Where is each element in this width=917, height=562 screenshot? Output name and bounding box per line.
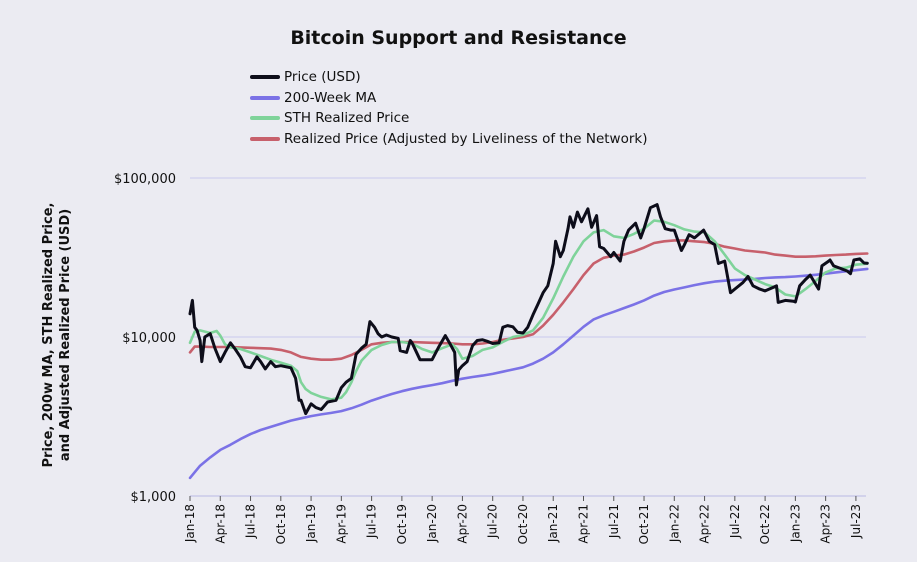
chart-title: Bitcoin Support and Resistance — [290, 27, 627, 49]
y-tick-label: $1,000 — [131, 490, 177, 505]
x-tick-label: Apr-18 — [213, 504, 227, 544]
legend-swatch-sth-realized-price — [250, 116, 280, 121]
x-tick-label: Jul-19 — [365, 504, 379, 539]
y-tick-label: $100,000 — [114, 172, 176, 187]
x-tick-label: Apr-21 — [576, 504, 590, 544]
series-line-sth-realized-price — [188, 219, 869, 401]
x-tick-label: Apr-20 — [455, 504, 469, 544]
legend-swatch-200w-ma — [250, 95, 280, 100]
legend-swatch-realized-price — [250, 136, 280, 141]
x-tick-label: Jan-20 — [425, 504, 439, 543]
legend-item-realized-price: Realized Price (Adjusted by Liveliness o… — [250, 129, 648, 150]
y-tick-label: $10,000 — [122, 331, 176, 346]
x-tick-label: Jan-22 — [667, 504, 681, 543]
x-axis: Jan-18 Apr-18 Jul-18 Oct-18 Jan-19 Apr-19 Jul-… — [183, 495, 866, 544]
legend-label-realized-price: Realized Price (Adjusted by Liveliness o… — [284, 130, 648, 147]
x-tick-label: Jan-18 — [183, 504, 197, 543]
y-axis-ticks: $1,000 $10,000 $100,000 — [114, 172, 176, 505]
x-tick-label: Jul-21 — [607, 504, 621, 539]
grid-lines — [190, 177, 866, 497]
x-tick-label: Apr-22 — [698, 504, 712, 544]
x-tick-label: Oct-22 — [758, 504, 772, 544]
series-line-200w-ma — [188, 267, 869, 480]
legend-item-price: Price (USD) — [250, 67, 648, 88]
x-tick-label: Jan-19 — [304, 504, 318, 543]
legend: Price (USD) 200-Week MA STH Realized Pri… — [250, 67, 648, 149]
x-tick-label: Apr-19 — [334, 504, 348, 544]
x-tick-label: Apr-23 — [819, 504, 833, 544]
x-tick-label: Jan-21 — [546, 504, 560, 543]
x-tick-label: Oct-19 — [395, 504, 409, 544]
legend-item-200w-ma: 200-Week MA — [250, 88, 648, 109]
series-line-price — [188, 203, 869, 416]
x-tick-label: Jul-18 — [244, 504, 258, 539]
legend-label-sth-realized-price: STH Realized Price — [284, 110, 410, 127]
x-tick-label: Oct-18 — [274, 504, 288, 544]
x-tick-label: Jul-23 — [849, 504, 863, 539]
legend-swatch-price — [250, 75, 280, 80]
legend-item-sth-realized-price: STH Realized Price — [250, 108, 648, 129]
x-tick-label: Oct-20 — [516, 504, 530, 544]
legend-label-price: Price (USD) — [284, 69, 361, 86]
x-tick-label: Jul-22 — [728, 504, 742, 539]
series-lines — [188, 203, 869, 480]
x-tick-label: Jul-20 — [486, 504, 500, 539]
legend-label-200w-ma: 200-Week MA — [284, 89, 377, 106]
x-tick-label: Jan-23 — [788, 504, 802, 543]
x-tick-label: Oct-21 — [637, 504, 651, 544]
series-line-realized-price — [188, 239, 869, 362]
